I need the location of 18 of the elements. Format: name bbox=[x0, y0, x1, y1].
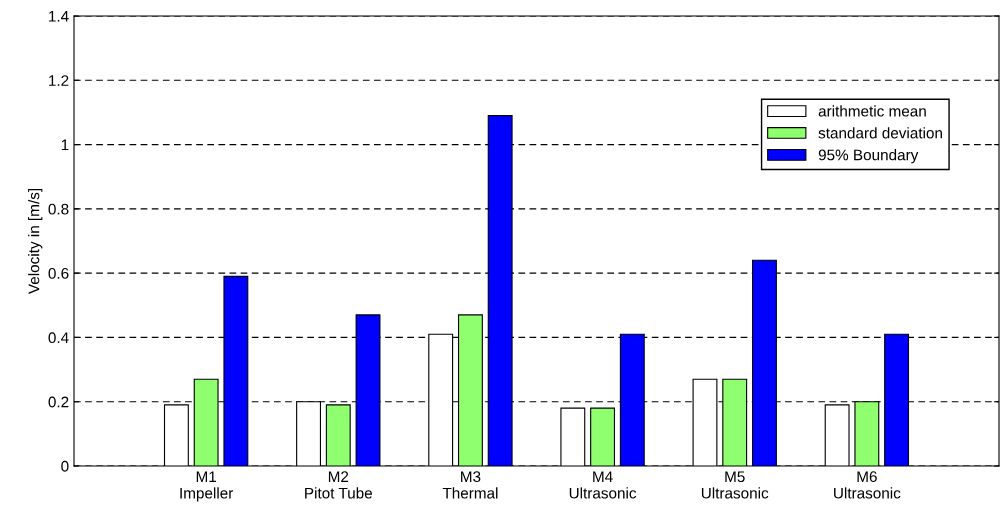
y-tick-label: 1.4 bbox=[49, 11, 69, 22]
y-tick-label: 0.6 bbox=[48, 268, 69, 279]
y-tick-label: 0 bbox=[61, 460, 69, 472]
y-tick-label: 0.8 bbox=[48, 203, 69, 215]
y-axis-title: Velocity in [m/s] bbox=[28, 189, 43, 294]
x-tick-label: M5 Ultrasonic bbox=[701, 471, 769, 499]
x-tick-label: M2 Pitot Tube bbox=[305, 471, 373, 499]
legend-label: arithmetic mean bbox=[818, 105, 926, 117]
y-tick-label: 0.2 bbox=[48, 396, 69, 408]
x-tick-label: M1 Impeller bbox=[180, 471, 234, 502]
y-tick-label: 1 bbox=[61, 139, 69, 151]
x-tick-label: M3 Thermal bbox=[442, 471, 498, 499]
x-tick-label: M4 Ultrasonic bbox=[569, 471, 637, 499]
y-tick-label: 0.4 bbox=[48, 332, 69, 344]
y-tick-label: 1.2 bbox=[49, 75, 69, 86]
legend-label: standard deviation bbox=[818, 127, 942, 139]
legend-label: 95% Boundary bbox=[818, 149, 919, 164]
x-tick-label: M6 Ultrasonic bbox=[834, 471, 901, 499]
